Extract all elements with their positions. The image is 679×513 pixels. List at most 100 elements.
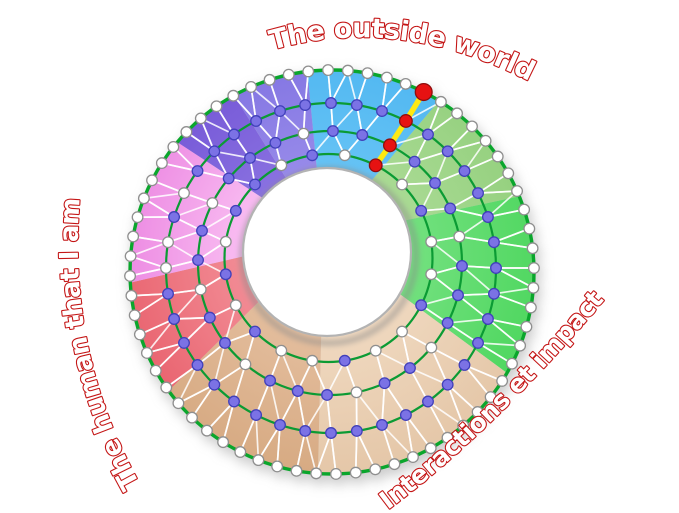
node-ring2-26[interactable] bbox=[162, 287, 174, 300]
node-outer-41[interactable] bbox=[128, 309, 141, 322]
node-outer-10[interactable] bbox=[526, 242, 539, 255]
node-ring2-8[interactable] bbox=[488, 287, 500, 300]
node-outer-50[interactable] bbox=[167, 140, 180, 153]
node-ring2-3[interactable] bbox=[458, 165, 471, 177]
node-ring2-2[interactable] bbox=[441, 145, 454, 158]
node-ring2-27[interactable] bbox=[160, 262, 172, 274]
node-ring3-17[interactable] bbox=[203, 311, 216, 324]
node-outer-31[interactable] bbox=[252, 454, 265, 467]
node-ring3-10[interactable] bbox=[378, 377, 391, 390]
node-outer-49[interactable] bbox=[155, 157, 168, 170]
node-ring2-7[interactable] bbox=[490, 262, 502, 274]
node-ring3-15[interactable] bbox=[239, 358, 252, 371]
node-outer-56[interactable] bbox=[263, 73, 276, 86]
node-outer-34[interactable] bbox=[200, 424, 213, 437]
node-ring2-37[interactable] bbox=[325, 97, 337, 109]
node-ring2-13[interactable] bbox=[422, 395, 434, 408]
node-outer-39[interactable] bbox=[140, 347, 153, 359]
node-ring3-2[interactable] bbox=[429, 177, 441, 189]
node-outer-20[interactable] bbox=[457, 419, 470, 432]
node-ring3-11[interactable] bbox=[350, 386, 363, 399]
node-outer-4[interactable] bbox=[479, 134, 492, 147]
node-ring3-16[interactable] bbox=[219, 337, 231, 349]
node-ring3-24[interactable] bbox=[269, 136, 282, 149]
node-outer-7[interactable] bbox=[511, 185, 524, 197]
node-outer-40[interactable] bbox=[133, 328, 146, 341]
node-ring2-6[interactable] bbox=[488, 236, 500, 249]
node-ring3-21[interactable] bbox=[206, 197, 219, 210]
node-ring2-33[interactable] bbox=[228, 128, 240, 141]
node-ring2-12[interactable] bbox=[441, 378, 454, 391]
node-outer-16[interactable] bbox=[506, 357, 518, 370]
node-ring4-16[interactable] bbox=[249, 178, 261, 191]
node-outer-51[interactable] bbox=[180, 126, 193, 138]
node-outer-3[interactable] bbox=[466, 120, 478, 133]
node-ring2-18[interactable] bbox=[299, 425, 312, 437]
node-ring3-13[interactable] bbox=[291, 385, 304, 397]
node-outer-13[interactable] bbox=[524, 301, 537, 314]
node-ring2-35[interactable] bbox=[274, 105, 286, 118]
node-outer-58[interactable] bbox=[302, 65, 315, 78]
node-outer-52[interactable] bbox=[194, 112, 207, 125]
node-outer-32[interactable] bbox=[234, 446, 247, 458]
node-ring4-7[interactable] bbox=[369, 344, 382, 357]
node-ring4-17[interactable] bbox=[275, 159, 288, 172]
selected-node-ring4-0[interactable] bbox=[368, 158, 383, 173]
sector-purple-light[interactable] bbox=[234, 71, 317, 179]
selected-node-outer-0[interactable] bbox=[414, 82, 433, 102]
node-outer-27[interactable] bbox=[330, 468, 342, 480]
node-outer-5[interactable] bbox=[491, 150, 504, 163]
node-outer-55[interactable] bbox=[245, 80, 257, 93]
node-outer-62[interactable] bbox=[380, 71, 393, 84]
node-ring2-24[interactable] bbox=[178, 336, 190, 349]
node-outer-26[interactable] bbox=[349, 466, 362, 479]
node-ring2-32[interactable] bbox=[208, 145, 221, 158]
node-outer-36[interactable] bbox=[172, 397, 185, 410]
node-ring2-14[interactable] bbox=[399, 409, 412, 421]
node-ring2-23[interactable] bbox=[191, 359, 204, 371]
node-ring3-18[interactable] bbox=[194, 283, 207, 296]
node-ring2-17[interactable] bbox=[325, 427, 337, 439]
node-outer-6[interactable] bbox=[502, 167, 515, 180]
node-ring2-29[interactable] bbox=[168, 211, 181, 223]
node-ring4-10[interactable] bbox=[275, 344, 288, 357]
node-outer-60[interactable] bbox=[341, 64, 354, 77]
node-outer-38[interactable] bbox=[149, 364, 162, 377]
node-ring4-1[interactable] bbox=[396, 178, 408, 191]
node-outer-47[interactable] bbox=[137, 192, 150, 205]
node-ring3-8[interactable] bbox=[425, 341, 438, 354]
node-ring4-3[interactable] bbox=[425, 235, 438, 248]
node-ring4-4[interactable] bbox=[425, 268, 438, 281]
node-ring4-6[interactable] bbox=[396, 325, 408, 338]
node-ring2-38[interactable] bbox=[350, 99, 363, 111]
node-outer-54[interactable] bbox=[227, 89, 240, 102]
node-outer-57[interactable] bbox=[282, 68, 295, 81]
node-ring4-2[interactable] bbox=[415, 204, 428, 217]
node-ring4-13[interactable] bbox=[219, 268, 232, 281]
node-outer-21[interactable] bbox=[441, 431, 454, 444]
node-ring4-15[interactable] bbox=[229, 204, 242, 217]
node-outer-19[interactable] bbox=[471, 406, 484, 418]
node-outer-23[interactable] bbox=[407, 451, 419, 464]
node-ring2-16[interactable] bbox=[350, 425, 363, 437]
node-outer-29[interactable] bbox=[290, 464, 303, 477]
node-ring3-6[interactable] bbox=[452, 289, 464, 302]
node-outer-61[interactable] bbox=[361, 67, 374, 80]
node-outer-17[interactable] bbox=[496, 374, 509, 387]
node-outer-35[interactable] bbox=[186, 411, 198, 424]
node-ring2-30[interactable] bbox=[178, 187, 190, 200]
node-ring3-27[interactable] bbox=[356, 129, 369, 141]
node-outer-46[interactable] bbox=[131, 211, 144, 224]
node-outer-25[interactable] bbox=[369, 463, 382, 476]
node-ring3-22[interactable] bbox=[222, 172, 235, 185]
node-ring4-5[interactable] bbox=[415, 299, 428, 312]
node-outer-11[interactable] bbox=[528, 262, 540, 274]
node-ring3-25[interactable] bbox=[297, 127, 310, 140]
node-ring4-9[interactable] bbox=[306, 354, 319, 367]
node-ring3-26[interactable] bbox=[327, 125, 339, 137]
node-ring2-31[interactable] bbox=[191, 165, 204, 177]
node-outer-63[interactable] bbox=[399, 77, 412, 90]
node-outer-15[interactable] bbox=[514, 339, 527, 352]
node-outer-53[interactable] bbox=[210, 100, 223, 113]
node-outer-48[interactable] bbox=[146, 174, 158, 187]
